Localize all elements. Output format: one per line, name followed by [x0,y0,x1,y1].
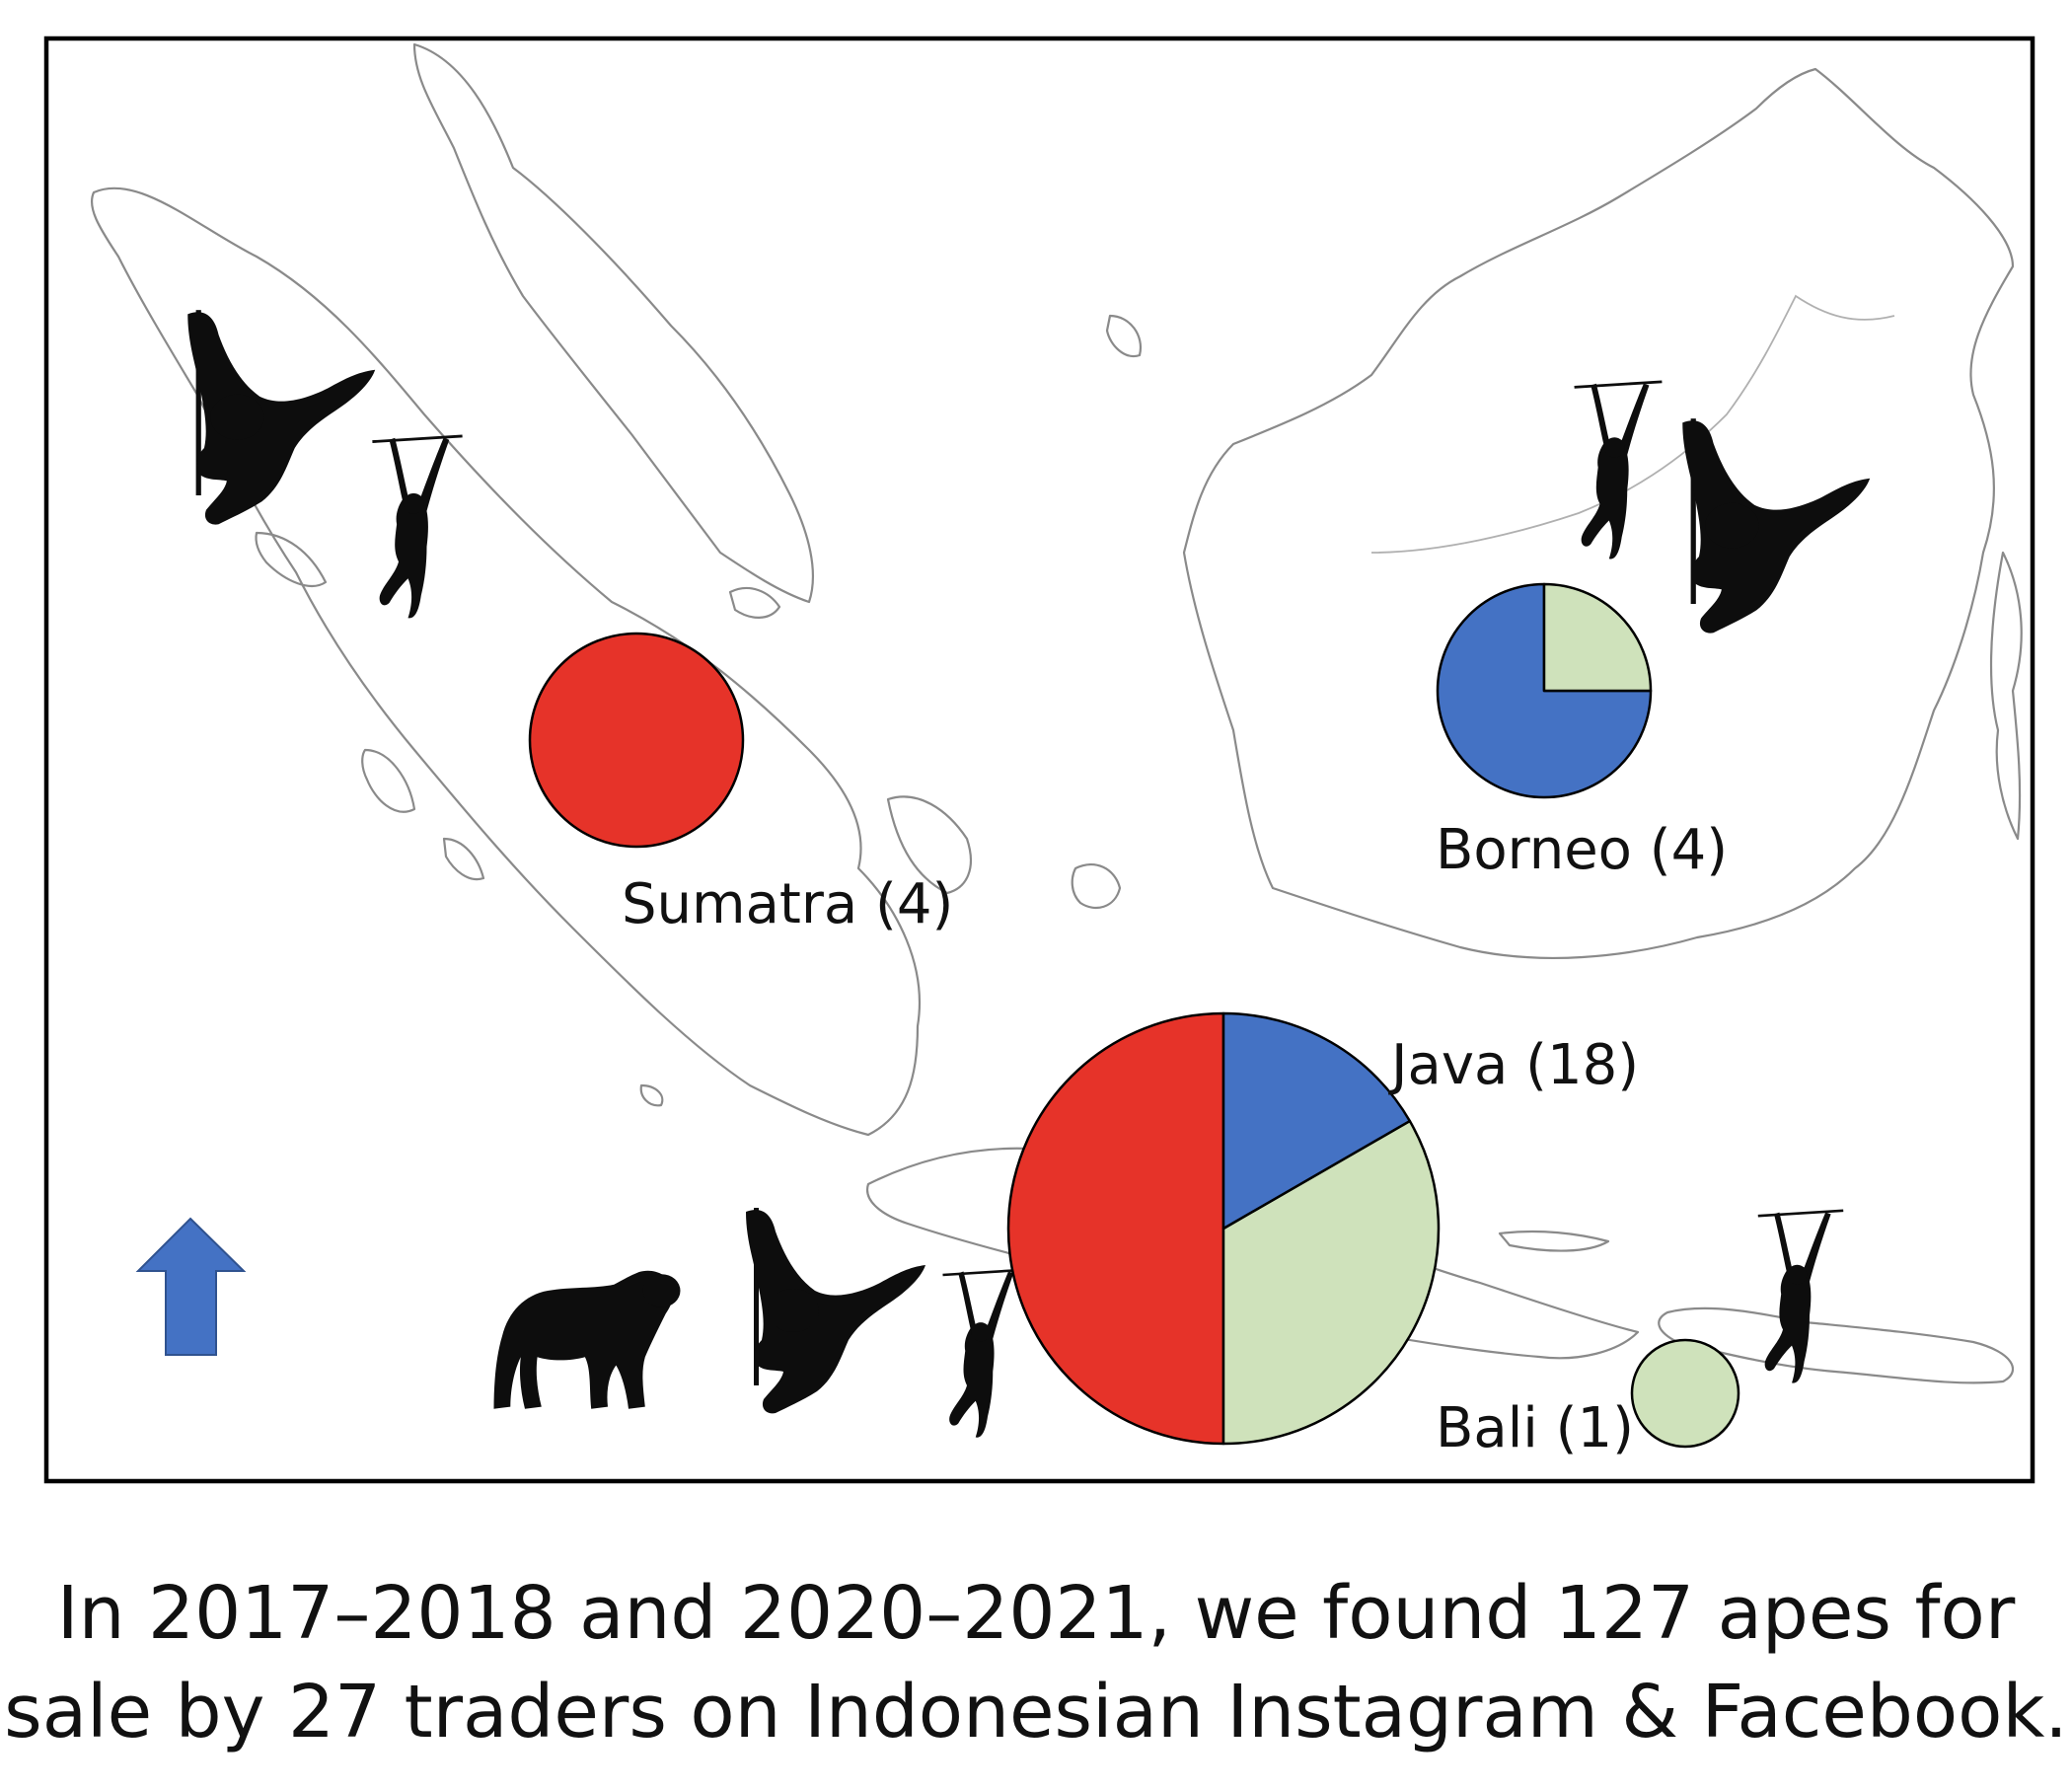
borneo-coastline [1182,67,2015,959]
nias-coastline [361,748,416,813]
java-label: Java (18) [1388,1033,1639,1097]
riau-islands-coastline [728,586,781,619]
north-arrow-icon [135,1217,247,1356]
bali-label: Bali (1) [1436,1396,1634,1460]
bangka-coastline [886,795,972,895]
sumatra-pie-slice [528,632,745,849]
bali-pie-slice [1630,1338,1740,1449]
pie-charts [528,582,1740,1449]
borneo-pie-slice [1542,582,1653,693]
natuna-coastline [1105,314,1143,358]
sulawesi-coastline [1989,551,2023,841]
java-pie-slice [1006,1011,1225,1446]
caption-line-2: sale by 27 traders on Indonesian Instagr… [4,1670,2068,1754]
borneo-pie-slice [1436,582,1653,799]
java-pie-slice [1221,1011,1412,1231]
malay-peninsula-coastline [412,42,815,604]
enggano-coastline [639,1083,664,1107]
madura-coastline [1498,1230,1610,1252]
simeulue-coastline [255,531,328,587]
caption-line-1: In 2017–2018 and 2020–2021, we found 127… [57,1571,2016,1656]
java-pie-slice [1221,1119,1441,1446]
belitung-coastline [1071,863,1122,910]
sumatra-label: Sumatra (4) [622,872,953,936]
siberut-coastline [442,837,485,881]
borneo-label: Borneo (4) [1436,818,1728,882]
